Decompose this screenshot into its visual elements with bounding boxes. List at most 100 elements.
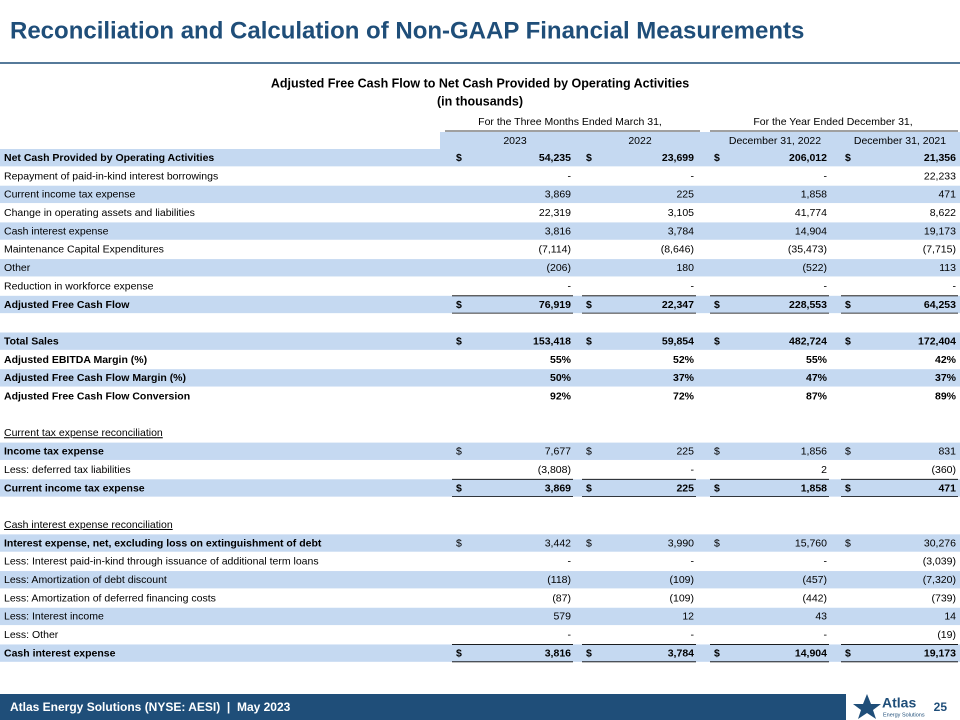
- cell-value: (19): [937, 629, 956, 641]
- currency-symbol: $: [845, 299, 851, 311]
- cell-value: 15,760: [795, 537, 827, 549]
- row-band: [0, 149, 960, 167]
- cell-value: -: [824, 556, 828, 568]
- cell-value: 59,854: [662, 335, 694, 347]
- row-label: Repayment of paid-in-kind interest borro…: [4, 170, 218, 182]
- cell-value: 89%: [935, 391, 957, 403]
- cell-value: 14: [944, 611, 956, 623]
- cell-value: 92%: [550, 391, 572, 403]
- cell-value: 22,347: [662, 299, 694, 311]
- cell-value: 47%: [806, 372, 828, 384]
- currency-symbol: $: [714, 647, 720, 659]
- table-title: Adjusted Free Cash Flow to Net Cash Prov…: [271, 76, 689, 90]
- row-band: [0, 259, 960, 277]
- cell-value: -: [824, 629, 828, 641]
- cell-value: 55%: [806, 354, 828, 366]
- cell-value: 52%: [673, 354, 695, 366]
- cell-value: 3,816: [545, 647, 571, 659]
- currency-symbol: $: [586, 482, 592, 494]
- cell-value: 180: [676, 262, 694, 274]
- row-label: Maintenance Capital Expenditures: [4, 244, 164, 256]
- row-band: [0, 332, 960, 350]
- logo-tagline: Energy Solutions: [883, 712, 925, 718]
- cell-value: (118): [547, 574, 571, 586]
- cell-value: 8,622: [930, 207, 956, 219]
- column-group: For the Three Months Ended March 31,: [478, 116, 662, 128]
- cell-value: 12: [682, 611, 694, 623]
- column-header: December 31, 2021: [854, 135, 946, 147]
- row-label: Reduction in workforce expense: [4, 280, 154, 292]
- cell-value: -: [568, 629, 572, 641]
- currency-symbol: $: [456, 482, 462, 494]
- row-label: Net Cash Provided by Operating Activitie…: [4, 152, 214, 164]
- currency-symbol: $: [845, 647, 851, 659]
- table-subtitle: (in thousands): [437, 94, 523, 108]
- logo-star: [853, 694, 881, 719]
- cell-value: 471: [938, 189, 956, 201]
- currency-symbol: $: [586, 446, 592, 458]
- cell-value: 55%: [550, 354, 572, 366]
- cell-value: 42%: [935, 354, 957, 366]
- logo-name: Atlas: [882, 695, 916, 711]
- row-label: Adjusted Free Cash Flow Conversion: [4, 391, 190, 403]
- cell-value: -: [691, 556, 695, 568]
- row-label: Current income tax expense: [4, 189, 135, 201]
- cell-value: 30,276: [924, 537, 956, 549]
- cell-value: 22,319: [539, 207, 571, 219]
- page-number: 25: [934, 700, 948, 714]
- currency-symbol: $: [586, 647, 592, 659]
- row-label: Cash interest expense: [4, 225, 109, 237]
- row-band: [0, 534, 960, 552]
- row-band: [0, 369, 960, 387]
- cell-value: (7,114): [539, 244, 572, 256]
- row-label: Other: [4, 262, 31, 274]
- cell-value: 228,553: [789, 299, 827, 311]
- cell-value: 37%: [935, 372, 957, 384]
- row-label: Cash interest expense: [4, 647, 116, 659]
- currency-symbol: $: [845, 152, 851, 164]
- cell-value: -: [691, 629, 695, 641]
- cell-value: -: [953, 280, 957, 292]
- cell-value: 471: [938, 482, 956, 494]
- currency-symbol: $: [586, 335, 592, 347]
- cell-value: 72%: [673, 391, 695, 403]
- cell-value: 225: [676, 446, 694, 458]
- cell-value: 7,677: [545, 446, 571, 458]
- cell-value: (739): [931, 592, 956, 604]
- cell-value: -: [691, 464, 695, 476]
- cell-value: 225: [676, 189, 694, 201]
- column-header: December 31, 2022: [729, 135, 821, 147]
- currency-symbol: $: [456, 446, 462, 458]
- row-label: Less: Amortization of debt discount: [4, 574, 167, 586]
- currency-symbol: $: [845, 446, 851, 458]
- currency-symbol: $: [714, 335, 720, 347]
- cell-value: -: [568, 556, 572, 568]
- cell-value: (35,473): [788, 244, 827, 256]
- row-label: Change in operating assets and liabiliti…: [4, 207, 195, 219]
- cell-value: -: [691, 170, 695, 182]
- cell-value: 76,919: [539, 299, 571, 311]
- currency-symbol: $: [586, 299, 592, 311]
- cell-value: (360): [931, 464, 956, 476]
- cell-value: (3,808): [538, 464, 571, 476]
- cell-value: 54,235: [539, 152, 571, 164]
- currency-symbol: $: [845, 335, 851, 347]
- cell-value: 41,774: [795, 207, 827, 219]
- cell-value: 64,253: [924, 299, 956, 311]
- currency-symbol: $: [456, 335, 462, 347]
- cell-value: (3,039): [923, 556, 956, 568]
- cell-value: 22,233: [924, 170, 956, 182]
- cell-value: 19,173: [924, 225, 956, 237]
- cell-value: -: [824, 170, 828, 182]
- cell-value: 1,858: [801, 482, 827, 494]
- cell-value: (109): [669, 574, 694, 586]
- footer-bar: [0, 694, 846, 720]
- cell-value: -: [568, 280, 572, 292]
- cell-value: (522): [802, 262, 827, 274]
- row-label: Current income tax expense: [4, 482, 145, 494]
- currency-symbol: $: [456, 152, 462, 164]
- row-label: Interest expense, net, excluding loss on…: [4, 537, 322, 549]
- cell-value: 225: [676, 482, 694, 494]
- cell-value: (442): [802, 592, 827, 604]
